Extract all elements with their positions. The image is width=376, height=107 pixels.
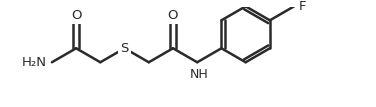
Text: O: O [71,9,81,22]
Text: F: F [299,0,306,13]
Text: O: O [168,9,178,22]
Text: S: S [120,42,129,55]
Text: H₂N: H₂N [21,56,46,69]
Text: NH: NH [190,68,208,81]
